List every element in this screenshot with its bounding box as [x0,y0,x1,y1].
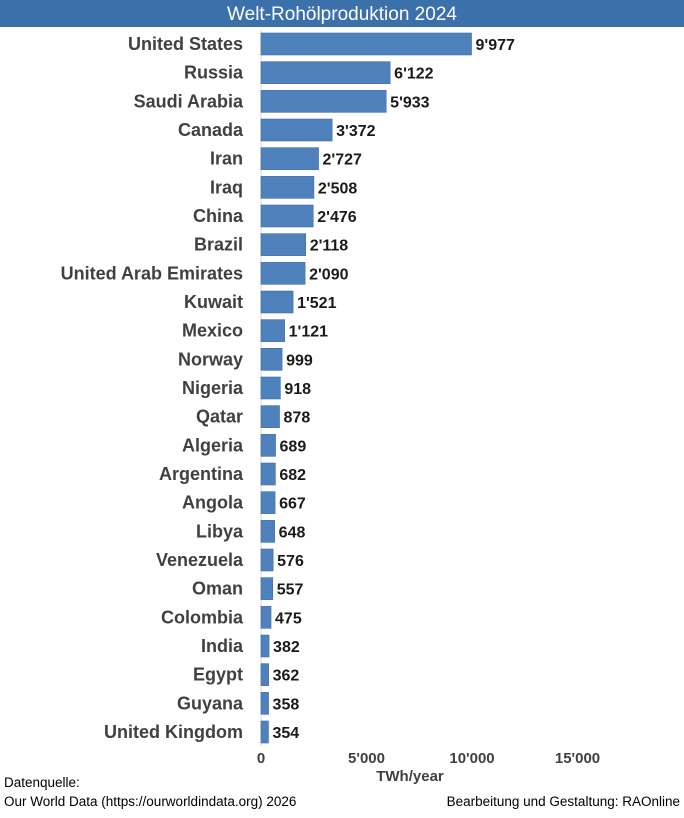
bar [260,663,269,686]
value-label: 918 [284,381,311,398]
x-tick-label: 5'000 [348,750,385,767]
value-label: 475 [275,610,302,627]
bar [260,147,319,170]
bar [260,634,270,658]
bar [260,290,294,314]
bar [260,491,276,514]
bar [260,462,276,486]
category-label: Qatar [196,407,243,427]
x-tick-label: 10'000 [449,750,494,767]
category-label: Algeria [182,435,244,455]
chart-title: Welt-Rohölproduktion 2024 [227,4,457,25]
bar [260,176,315,199]
value-label: 2'476 [317,209,357,226]
value-label: 362 [273,668,300,685]
source-text: Our World Data (https://ourworldindata.o… [4,794,296,809]
category-label: Guyana [177,693,244,713]
category-label: Russia [184,63,244,83]
category-label: Kuwait [184,292,243,312]
value-label: 1'121 [289,324,329,341]
value-label: 2'118 [310,238,349,255]
category-label: Saudi Arabia [134,91,244,111]
value-label: 5'933 [390,94,430,111]
title-bar [0,0,684,27]
x-tick-label: 0 [257,750,265,767]
value-label: 3'372 [336,123,376,140]
value-label: 9'977 [476,37,516,54]
value-label: 878 [284,410,311,427]
bar [260,348,283,371]
value-label: 648 [279,524,306,541]
bar [260,262,306,285]
category-label: Egypt [193,665,243,685]
bar [260,520,275,543]
bar [260,61,391,84]
category-label: Brazil [194,235,243,255]
category-label: Argentina [159,464,244,484]
category-label: Libya [196,521,244,541]
value-label: 354 [272,725,299,742]
category-label: Iraq [210,177,243,197]
value-label: 682 [279,467,306,484]
bar [260,606,272,629]
value-label: 576 [277,553,304,570]
category-label: Colombia [161,607,244,627]
value-label: 999 [286,352,313,369]
category-label: Mexico [182,321,243,341]
bar [260,90,387,113]
value-label: 2'508 [318,180,358,197]
category-label: Nigeria [182,378,244,398]
category-label: India [201,636,244,656]
value-label: 667 [279,496,306,513]
value-label: 382 [273,639,300,656]
value-label: 358 [273,696,300,713]
value-label: 2'727 [323,152,363,169]
category-label: Norway [178,349,243,369]
category-label: Oman [192,579,243,599]
source-label: Datenquelle: [4,775,80,790]
value-label: 689 [280,438,307,455]
bar [260,720,269,744]
bar [260,692,269,715]
category-label: United Arab Emirates [61,263,243,283]
bar [260,32,472,56]
bar [260,204,314,228]
bar [260,233,306,256]
value-label: 1'521 [297,295,337,312]
category-label: Venezuela [156,550,244,570]
bar [260,376,281,400]
category-label: United States [128,34,243,54]
bar [260,319,285,342]
x-tick-label: 15'000 [555,750,600,767]
x-axis-label: TWh/year [376,768,444,785]
category-label: Canada [178,120,244,140]
bar [260,548,274,572]
category-label: China [193,206,244,226]
category-label: Angola [182,493,244,513]
value-label: 2'090 [309,266,349,283]
category-label: Iran [210,149,243,169]
bar [260,118,333,142]
bar [260,405,280,428]
bar [260,434,276,457]
value-label: 6'122 [394,66,434,83]
credit-text: Bearbeitung und Gestaltung: RAOnline [447,794,680,809]
bar [260,577,274,600]
category-label: United Kingdom [104,722,243,742]
value-label: 557 [277,582,304,599]
